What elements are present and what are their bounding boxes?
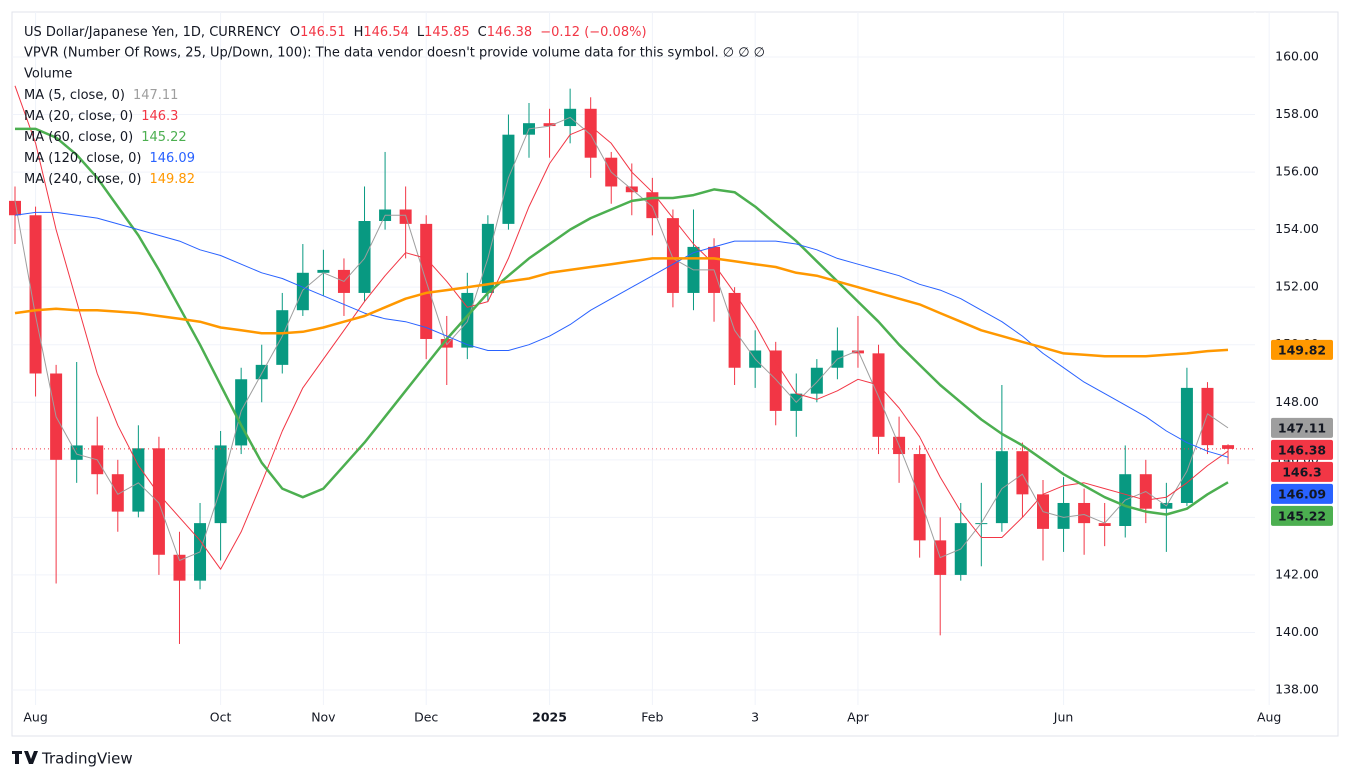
ma-legend: MA (20, close, 0) 146.3 [24, 109, 178, 124]
price-badge-label: 146.09 [1278, 486, 1326, 501]
candle-body [173, 554, 186, 581]
candle-body [296, 272, 309, 311]
candle-body [646, 192, 659, 219]
ma-value: 146.3 [141, 109, 178, 124]
candle-body [543, 123, 556, 127]
ma-name: MA (120, close, 0) [24, 151, 141, 166]
ohlc-key: H [354, 25, 364, 40]
y-tick-label: 142.00 [1275, 566, 1319, 581]
x-tick-label: 3 [751, 710, 759, 725]
x-tick-label: 2025 [532, 710, 567, 725]
candle-body [1057, 502, 1070, 529]
candle-body [666, 218, 679, 293]
x-tick-label: Jun [1053, 710, 1074, 725]
candle-body [276, 310, 289, 365]
price-badge [1271, 439, 1333, 460]
ma-name: MA (240, close, 0) [24, 172, 141, 187]
ma-value: 145.22 [141, 130, 187, 145]
chart-frame [11, 11, 1339, 737]
x-tick-label: Aug [1257, 710, 1281, 725]
y-tick-label: 148.00 [1275, 394, 1319, 409]
y-tick-label: 152.00 [1275, 279, 1319, 294]
price-badge [1271, 505, 1333, 526]
candle-body [358, 221, 371, 293]
moving-average-line [14, 85, 1229, 570]
x-tick-label: Aug [23, 710, 47, 725]
price-badge-label: 146.3 [1282, 464, 1322, 479]
x-tick-label: Dec [414, 710, 438, 725]
candle-body [9, 200, 21, 216]
y-tick-label: 158.00 [1275, 106, 1319, 121]
candle-body [1078, 502, 1091, 524]
x-tick-label: Feb [641, 710, 663, 725]
x-tick-label: Oct [210, 710, 232, 725]
ohlc-value: 146.54 [363, 25, 409, 40]
y-tick-label: 140.00 [1275, 624, 1319, 639]
indicator-label: VPVR (Number Of Rows, 25, Up/Down, 100):… [24, 46, 765, 61]
symbol-title: US Dollar/Japanese Yen, 1D, CURRENCY [24, 25, 281, 40]
price-badge-label: 147.11 [1278, 420, 1326, 435]
candle-body [132, 448, 145, 512]
ma-name: MA (60, close, 0) [24, 130, 133, 145]
ma-name: MA (20, close, 0) [24, 109, 133, 124]
y-tick-label: 160.00 [1275, 49, 1319, 64]
price-badge-label: 146.38 [1278, 442, 1326, 457]
candle-body [810, 367, 823, 394]
moving-average-line [15, 127, 1229, 516]
ohlc-key: C [478, 25, 487, 40]
ma-legend: MA (120, close, 0) 146.09 [24, 151, 195, 166]
candle-body [851, 350, 864, 354]
ohlc-value: 146.51 [300, 25, 346, 40]
candle-body [872, 353, 885, 437]
candle-body [1222, 445, 1235, 449]
candle-body [214, 445, 227, 524]
price-change: −0.12 (−0.08%) [540, 25, 646, 40]
ohlc-key: L [417, 25, 425, 40]
moving-average-line [14, 116, 1229, 561]
price-badge-label: 145.22 [1278, 508, 1326, 523]
y-tick-label: 154.00 [1275, 221, 1319, 236]
x-tick-label: Apr [847, 710, 869, 725]
brand: TradingView [12, 750, 133, 768]
candle-body [1180, 387, 1193, 503]
ohlc-value: 145.85 [424, 25, 470, 40]
price-badge [1271, 461, 1333, 482]
ma-value: 146.09 [149, 151, 195, 166]
candle-body [995, 451, 1008, 524]
y-tick-label: 138.00 [1275, 682, 1319, 697]
candle-body [584, 108, 597, 158]
ma-name: MA (5, close, 0) [24, 88, 125, 103]
ma-legend: MA (60, close, 0) 145.22 [24, 130, 187, 145]
candle-body [1098, 523, 1111, 526]
price-badge [1271, 483, 1333, 504]
ohlc-key: O [290, 25, 300, 40]
ma-legend: MA (240, close, 0) 149.82 [24, 172, 195, 187]
candle-body [70, 445, 83, 460]
indicator-label: Volume [24, 67, 72, 82]
candle-body [111, 474, 124, 512]
price-badge-label: 149.82 [1278, 342, 1326, 357]
brand-logo [12, 751, 38, 764]
moving-average-line [14, 211, 1229, 458]
candle-body [1201, 387, 1214, 446]
price-badge [1271, 339, 1333, 360]
y-tick-label: 156.00 [1275, 164, 1319, 179]
ma-value: 147.11 [133, 88, 179, 103]
ma-legend: MA (5, close, 0) 147.11 [24, 88, 178, 103]
ma-value: 149.82 [149, 172, 195, 187]
candle-body [769, 350, 782, 411]
ohlc-value: 146.38 [487, 25, 533, 40]
candle-body [255, 364, 268, 380]
moving-average-line [14, 257, 1229, 358]
candle-body [317, 269, 330, 273]
price-badge [1271, 417, 1333, 438]
candle-body [29, 215, 42, 374]
candle-body [152, 448, 165, 555]
x-tick-label: Nov [311, 710, 336, 725]
legend-header: US Dollar/Japanese Yen, 1D, CURRENCY O146… [24, 25, 647, 40]
candle-body [1016, 451, 1029, 495]
brand-name: TradingView [41, 750, 133, 768]
